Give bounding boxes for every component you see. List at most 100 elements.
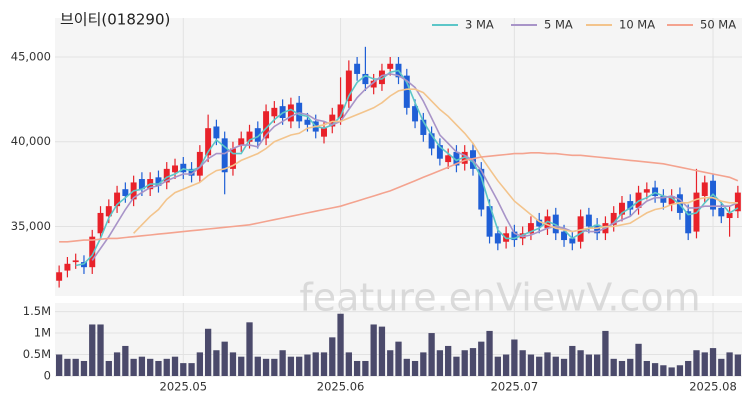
volume-bar (594, 354, 601, 376)
volume-bar (378, 326, 386, 376)
candle-body (64, 263, 71, 271)
volume-bar (602, 330, 609, 376)
candle-body (354, 63, 361, 74)
candle-body (412, 106, 419, 122)
volume-bar (660, 365, 667, 376)
candle-body (436, 145, 443, 159)
candle-body (196, 151, 203, 176)
volume-bar (262, 358, 270, 376)
volume-bar (478, 341, 485, 376)
legend-label: 5 MA (544, 18, 573, 32)
volume-bar (188, 363, 195, 376)
volume-bar (254, 356, 261, 376)
candle-body (97, 212, 104, 234)
candle-body (89, 236, 96, 268)
volume-bar (676, 365, 684, 376)
volume-bar (320, 352, 328, 376)
volume-bar (229, 352, 237, 376)
marks (55, 46, 742, 376)
volume-bar (486, 330, 493, 376)
volume-bar (238, 356, 245, 376)
candle-body (287, 104, 294, 122)
volume-bar (726, 352, 733, 376)
volume-bar (734, 354, 742, 376)
candle-body (701, 182, 708, 196)
volume-bar (502, 354, 510, 376)
candle-body (254, 128, 261, 142)
candle-body (561, 231, 568, 241)
candle-body (155, 177, 162, 186)
candle-body (271, 107, 278, 117)
volume-bar (80, 360, 88, 376)
chart-title: 브이티(018290) (60, 11, 170, 29)
volume-bar (403, 358, 410, 376)
volume-bar (453, 356, 460, 376)
candle-body (56, 272, 63, 281)
watermark: feature.enViewV.com (299, 276, 700, 320)
candle-body (445, 155, 452, 163)
candle-body (627, 201, 634, 210)
volume-bar (72, 358, 79, 376)
volume-bar (387, 350, 394, 376)
candle-body (726, 212, 733, 219)
volume-bar (105, 360, 112, 376)
volume-bar (138, 356, 146, 376)
volume-bar (296, 356, 303, 376)
candle-body (337, 104, 344, 119)
volume-bar (569, 345, 576, 376)
volume-bar (304, 354, 311, 376)
candle-body (163, 168, 170, 183)
volume-bar (651, 363, 659, 376)
volume-bar (337, 313, 344, 376)
candle-body (362, 73, 369, 85)
volume-bar (436, 350, 444, 376)
candle-body (569, 238, 576, 244)
candle-body (378, 70, 385, 85)
volume-bar (544, 352, 551, 376)
candle-body (478, 168, 485, 210)
volume-bar (461, 350, 468, 376)
candle-body (221, 138, 228, 173)
y-tick-label: 0 (44, 369, 51, 383)
volume-bar (552, 356, 559, 376)
candle-body (122, 189, 129, 196)
candle-body (643, 189, 650, 193)
volume-bar (469, 348, 477, 376)
candle-body (304, 119, 311, 125)
candle-body (172, 165, 178, 173)
y-tick-label: 1.5M (23, 304, 51, 318)
volume-bar (618, 360, 626, 376)
volume-bar (494, 356, 501, 376)
candle-body (246, 131, 253, 142)
x-tick-label: 2025.06 (317, 380, 365, 394)
candle-body (610, 212, 617, 225)
volume-bar (89, 324, 96, 376)
candle-body (188, 168, 195, 176)
volume-bar (55, 354, 63, 376)
candle-body (619, 202, 625, 215)
volume-bar (445, 345, 452, 376)
candle-body (668, 195, 675, 205)
volume-bar (171, 356, 179, 376)
candle-body (685, 211, 692, 234)
volume-bar (527, 354, 535, 376)
candle-body (387, 63, 394, 69)
volume-bar (560, 358, 568, 376)
candle-body (345, 70, 352, 102)
candle-body (229, 148, 236, 169)
volume-bar (420, 352, 427, 376)
candle-body (138, 179, 145, 190)
volume-bar (693, 350, 700, 376)
volume-bar (204, 328, 212, 376)
candle-body (238, 138, 245, 146)
volume-bar (395, 341, 402, 376)
candle-body (72, 260, 79, 263)
volume-bar (370, 324, 377, 376)
candle-body (180, 163, 187, 173)
legend-label: 10 MA (619, 18, 655, 32)
volume-bar (411, 360, 419, 376)
volume-bar (577, 350, 584, 376)
volume-bar (279, 350, 286, 376)
candle-body (494, 233, 501, 244)
candle-body (321, 128, 327, 137)
